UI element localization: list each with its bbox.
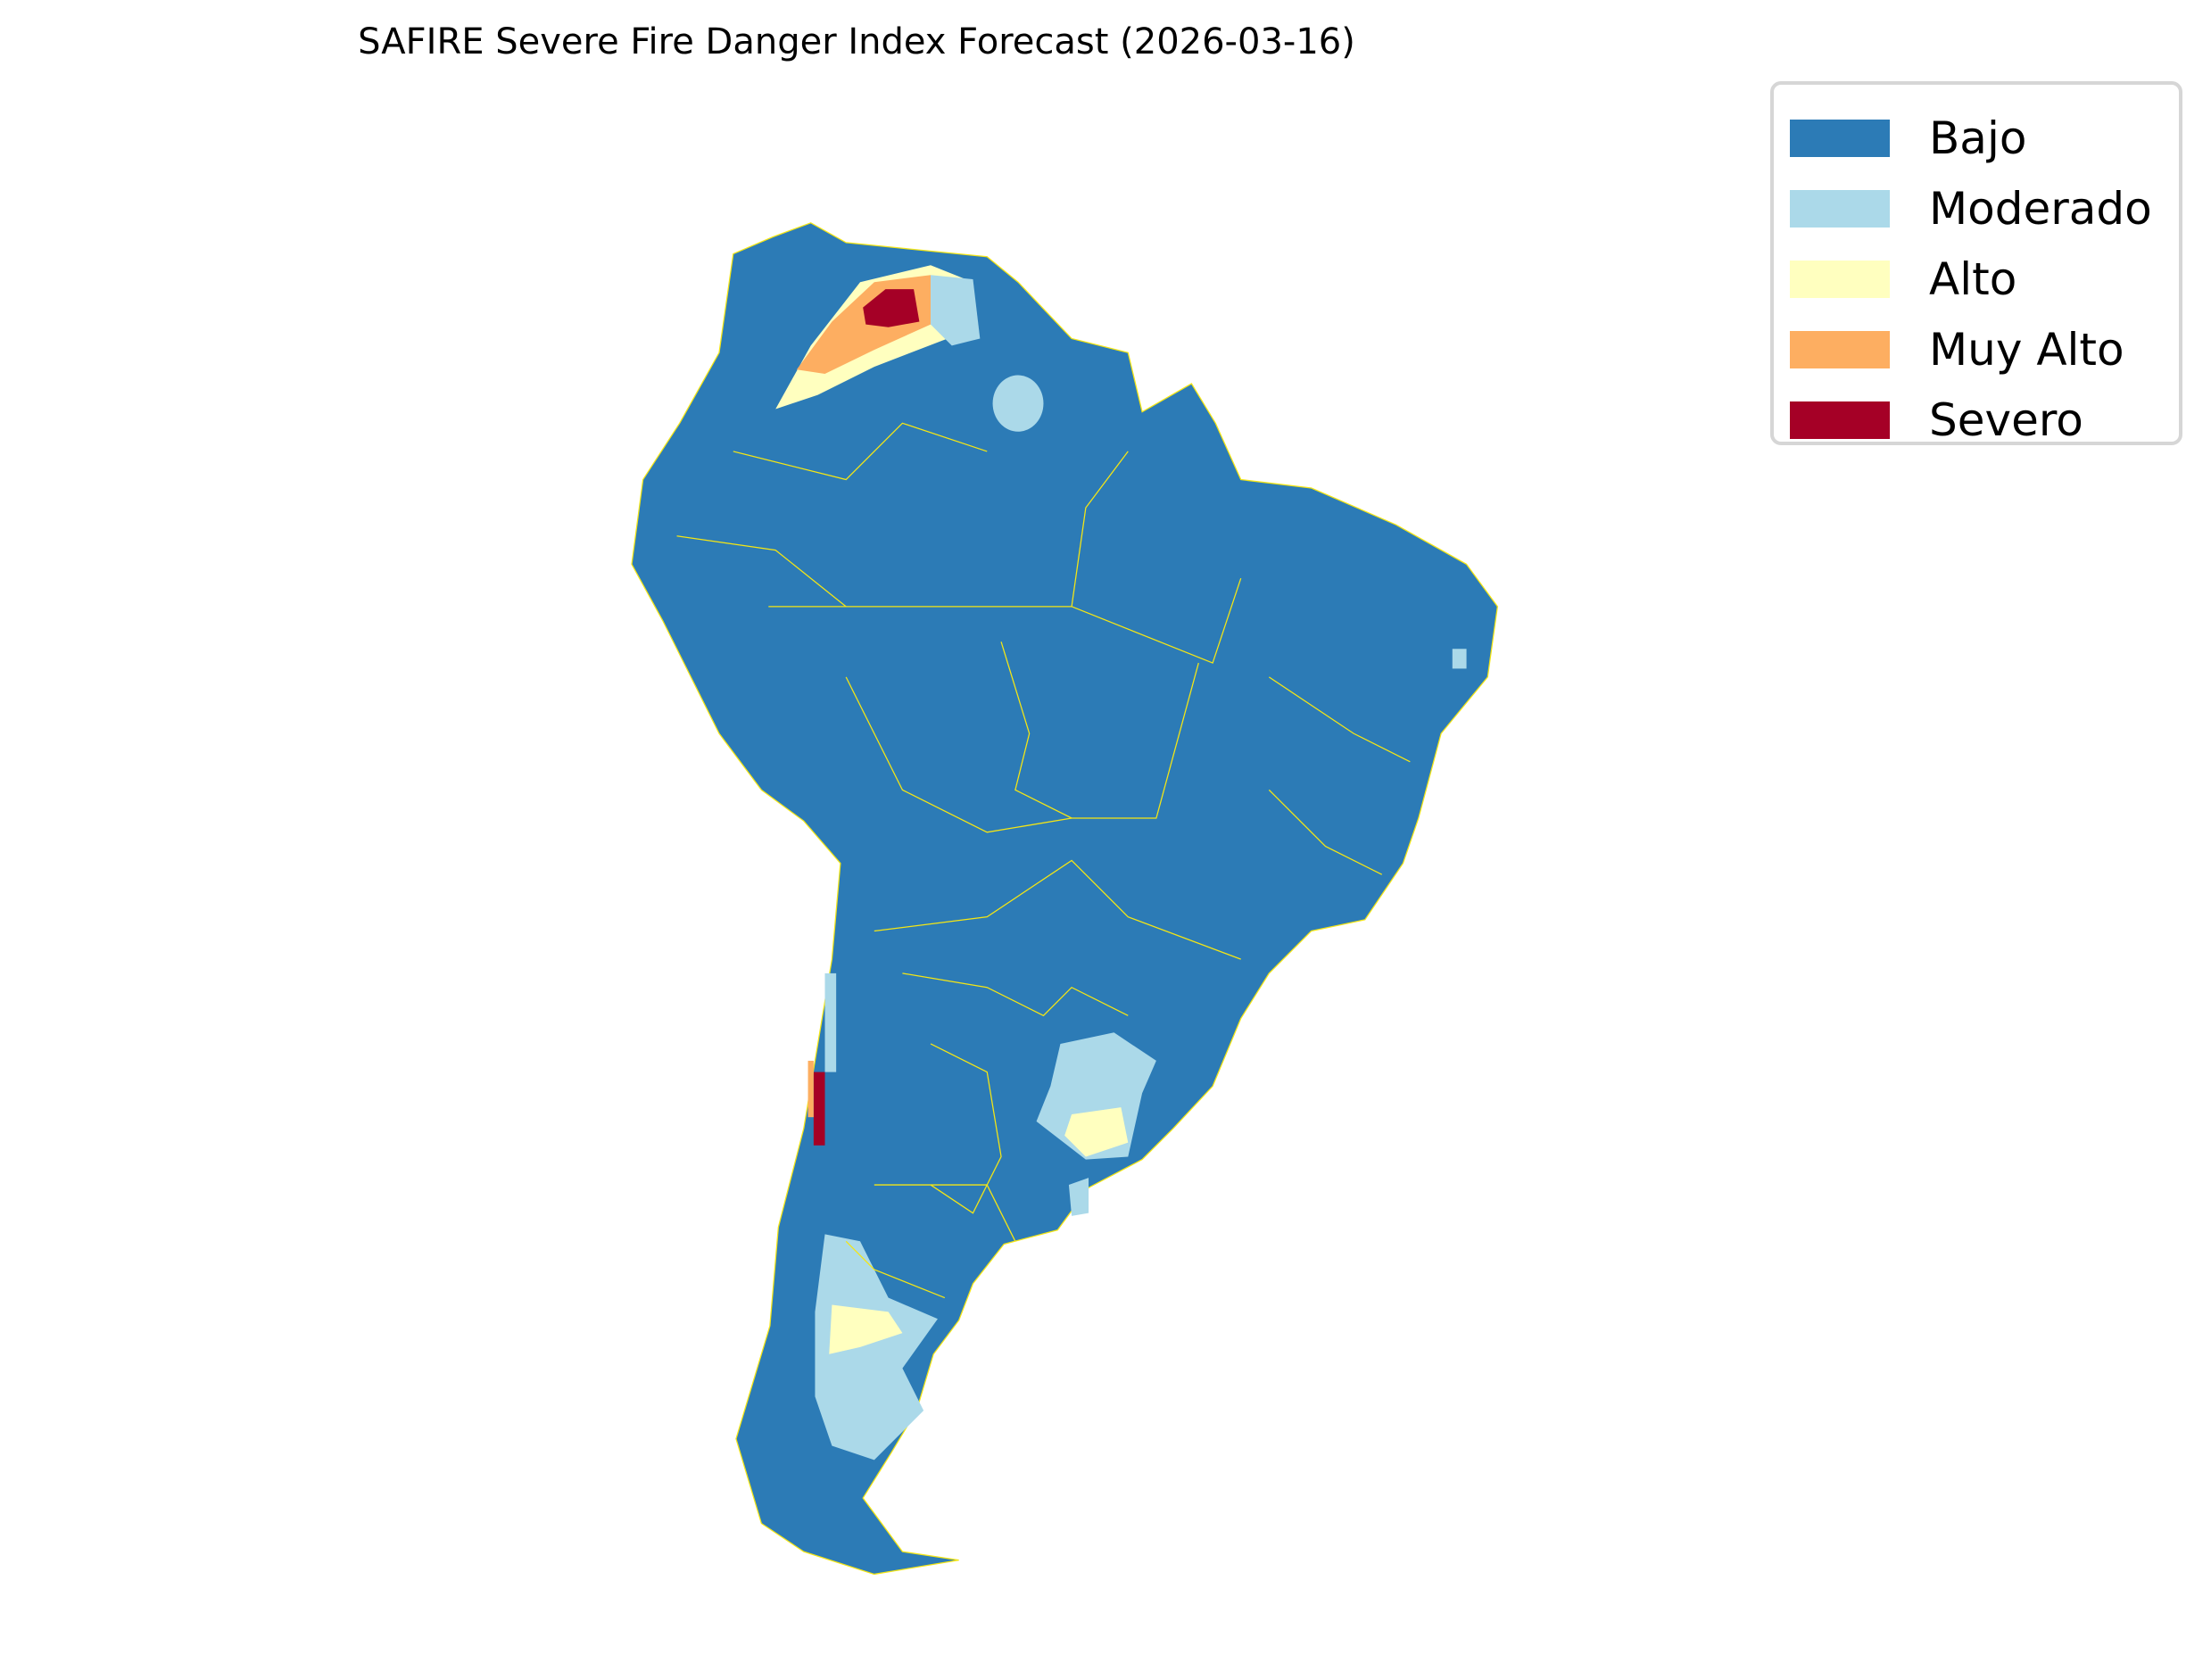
- legend-item-bajo: Bajo: [1790, 103, 2179, 173]
- legend-label: Muy Alto: [1929, 323, 2124, 376]
- legend-swatch: [1790, 119, 1890, 157]
- legend-swatch: [1790, 260, 1890, 298]
- legend-swatch: [1790, 401, 1890, 439]
- legend-swatch: [1790, 330, 1890, 368]
- legend: Bajo Moderado Alto Muy Alto Severo: [1770, 81, 2182, 445]
- legend-item-muy-alto: Muy Alto: [1790, 314, 2179, 385]
- patch-moderado-venezuela: [931, 275, 981, 346]
- legend-label: Severo: [1929, 393, 2083, 446]
- admin-borders: [676, 422, 1411, 1299]
- legend-item-moderado: Moderado: [1790, 173, 2179, 244]
- patch-moderado-east: [1068, 1178, 1089, 1216]
- legend-swatch: [1790, 189, 1890, 228]
- map-title: SAFIRE Severe Fire Danger Index Forecast…: [358, 21, 1355, 62]
- legend-label: Alto: [1929, 252, 2017, 305]
- patch-moderado-guyana: [992, 375, 1044, 432]
- legend-label: Bajo: [1929, 112, 2027, 164]
- patch-severo-venezuela: [863, 289, 920, 327]
- legend-label: Moderado: [1929, 182, 2152, 235]
- danger-patches: [775, 265, 1467, 1461]
- patch-moderado-chile: [824, 972, 837, 1072]
- patch-alto-patagonia: [829, 1304, 903, 1354]
- patch-severo-chile: [813, 1072, 825, 1146]
- patch-moderado-brazil-ne: [1452, 649, 1467, 669]
- continent-bajo: [631, 222, 1499, 1576]
- patch-moderado-pampas: [1036, 1032, 1156, 1160]
- patch-moderado-patagonia: [815, 1234, 938, 1461]
- legend-item-alto: Alto: [1790, 244, 2179, 314]
- legend-item-severo: Severo: [1790, 385, 2179, 455]
- patch-alto-pampas: [1064, 1107, 1129, 1157]
- patch-muy-alto-chile: [807, 1060, 814, 1118]
